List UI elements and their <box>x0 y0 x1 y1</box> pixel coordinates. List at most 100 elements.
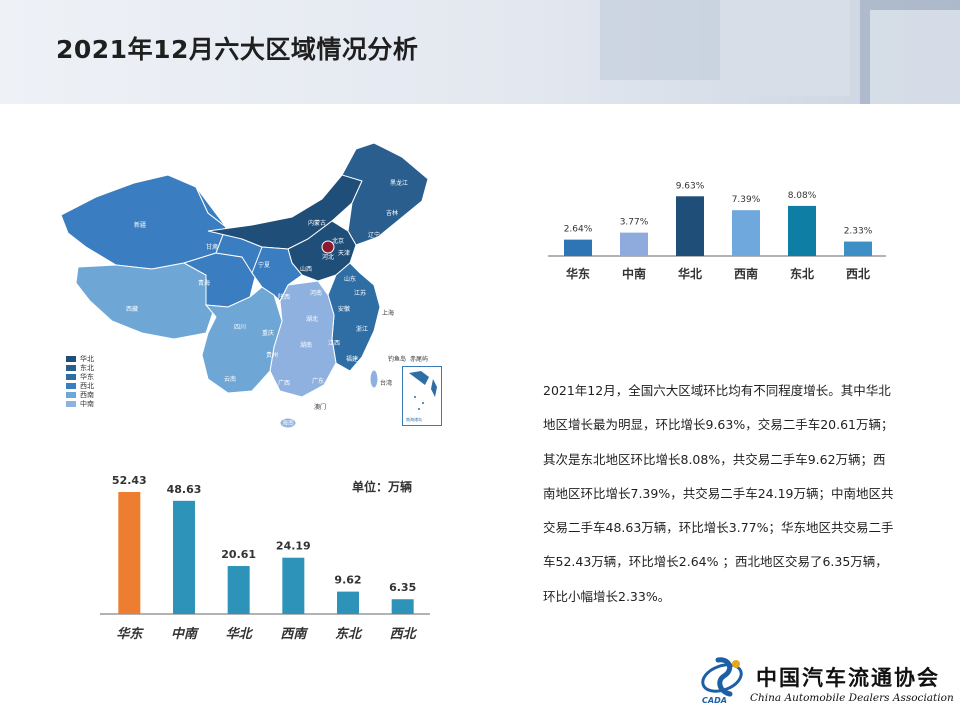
map-legend: 华北 东北 华东 西北 西南 中南 <box>66 354 94 408</box>
data-label: 2.64% <box>564 225 593 235</box>
map-region-northwest-east <box>251 246 303 302</box>
map-region-tibet <box>75 262 217 340</box>
analysis-line: 地区增长最为明显，环比增长9.63%，交易二手车20.61万辆； <box>543 417 894 433</box>
bar <box>282 557 305 614</box>
map-label-inner-mongolia: 内蒙古 <box>308 219 326 227</box>
bar <box>732 210 760 256</box>
map-label-zhejiang: 浙江 <box>356 325 368 333</box>
legend-item: 华东 <box>66 372 94 381</box>
map-label-guangxi: 广西 <box>278 379 290 387</box>
unit-label: 单位：万辆 <box>352 480 413 494</box>
map-label-diaoyu: 钓鱼岛 <box>388 355 406 363</box>
category-label: 东北 <box>790 266 814 281</box>
legend-item: 华北 <box>66 354 94 363</box>
map-label-jiangxi: 江西 <box>328 340 340 347</box>
bar <box>337 591 359 614</box>
analysis-line: 南地区环比增长7.39%，共交易二手车24.19万辆；中南地区共 <box>543 485 894 501</box>
legend-item: 西北 <box>66 381 94 390</box>
map-label-chongqing: 重庆 <box>262 329 274 337</box>
map-marker-beijing <box>321 240 335 254</box>
page-title: 2021年12月六大区域情况分析 <box>56 35 419 64</box>
map-label-heilongjiang: 黑龙江 <box>390 179 408 187</box>
bar <box>173 500 195 614</box>
logo-name-en: China Automobile Dealers Association <box>750 692 954 704</box>
map-label-fujian: 福建 <box>346 355 358 363</box>
analysis-line: 环比小幅增长2.33%。 <box>543 588 671 604</box>
bar <box>227 566 250 614</box>
category-label: 西南 <box>734 266 758 281</box>
analysis-line: 车52.43万辆，环比增长2.64% ；西北地区交易了6.35万辆， <box>543 554 888 570</box>
data-label: 52.43 <box>112 474 147 487</box>
map-label-shaanxi: 陕西 <box>278 293 290 301</box>
bar <box>676 196 704 256</box>
category-label: 华北 <box>226 626 254 642</box>
map-label-gansu: 甘肃 <box>206 243 218 251</box>
map-label-guizhou: 贵州 <box>266 351 278 359</box>
map-label-anhui: 安徽 <box>338 305 350 313</box>
map-label-tianjin: 天津 <box>338 250 350 257</box>
bar <box>620 232 648 256</box>
bar <box>391 599 414 614</box>
map-label-shanxi: 山西 <box>300 265 312 273</box>
bar <box>118 491 141 614</box>
map-label-hubei: 湖北 <box>306 315 318 323</box>
data-label: 2.33% <box>844 227 873 237</box>
map-label-henan: 河南 <box>310 289 322 297</box>
category-label: 东北 <box>335 626 363 642</box>
map-label-yunnan: 云南 <box>224 375 236 383</box>
category-label: 华东 <box>116 626 144 642</box>
inset-label: 南海诸岛 <box>406 417 422 422</box>
bar <box>844 241 872 256</box>
map-label-shandong: 山东 <box>344 275 356 283</box>
south-china-sea-inset: 南海诸岛 <box>402 366 442 426</box>
category-label: 华东 <box>566 266 590 281</box>
map-label-guangdong: 广东 <box>312 377 324 385</box>
category-label: 中南 <box>171 626 199 642</box>
logo-name-cn: 中国汽车流通协会 <box>756 665 940 690</box>
map-label-jiangsu: 江苏 <box>354 289 366 297</box>
category-label: 中南 <box>622 266 646 281</box>
data-label: 24.19 <box>276 540 311 553</box>
logo-abbreviation: CADA <box>702 696 727 705</box>
data-label: 6.35 <box>389 581 416 594</box>
data-label: 48.63 <box>167 483 202 496</box>
legend-item: 西南 <box>66 390 94 399</box>
analysis-text: 2021年12月，全国六大区域环比均有不同程度增长。其中华北 地区增长最为明显，… <box>543 374 915 614</box>
volume-bar-chart: 52.43 华东 48.63 中南 20.61 华北 24.19 西南 9.62 东北 6.35 西北 <box>100 474 430 642</box>
data-label: 9.62 <box>334 574 361 587</box>
map-label-beijing: 北京 <box>332 237 344 245</box>
cada-logo-icon <box>701 657 743 697</box>
map-region-southwest <box>201 286 283 394</box>
map-label-hunan: 湖南 <box>300 341 312 349</box>
map-label-liaoning: 辽宁 <box>368 231 380 239</box>
legend-item: 中南 <box>66 399 94 408</box>
map-label-sichuan: 四川 <box>234 324 246 331</box>
data-label: 3.77% <box>620 218 649 228</box>
bar <box>564 239 592 256</box>
map-label-macau: 澳门 <box>314 403 326 411</box>
bar <box>788 205 816 256</box>
analysis-line: 2021年12月，全国六大区域环比均有不同程度增长。其中华北 <box>543 383 891 398</box>
growth-rate-bar-chart: 2.64% 华东 3.77% 中南 9.63% 华北 7.39% 西南 8.08% 东北 2.33%… <box>548 181 886 281</box>
analysis-line: 其次是东北地区环比增长8.08%，共交易二手车9.62万辆；西 <box>543 451 886 467</box>
inset-islands <box>409 371 437 410</box>
map-label-hebei: 河北 <box>322 253 334 261</box>
cada-logo: CADA 中国汽车流通协会 China Automobile Dealers A… <box>694 652 954 714</box>
category-label: 华北 <box>678 266 702 281</box>
data-label: 9.63% <box>676 181 705 191</box>
map-label-shanghai: 上海 <box>382 309 394 317</box>
data-label: 7.39% <box>732 195 761 205</box>
category-label: 西北 <box>846 266 870 281</box>
map-label-taiwan: 台湾 <box>380 379 392 387</box>
map-label-chiwei: 赤尾屿 <box>410 355 428 363</box>
map-region-hainan <box>279 417 297 429</box>
map-label-qinghai: 青海 <box>198 279 210 287</box>
category-label: 西南 <box>280 626 308 642</box>
category-label: 西北 <box>390 627 418 642</box>
header-band: 2021年12月六大区域情况分析 <box>0 0 960 104</box>
map-label-jilin: 吉林 <box>386 209 398 217</box>
map-region-taiwan <box>369 369 379 389</box>
analysis-line: 交易二手车48.63万辆，环比增长3.77%；华东地区共交易二手 <box>543 520 894 536</box>
map-label-hainan: 海南 <box>282 419 294 427</box>
map-label-ningxia: 宁夏 <box>258 261 270 269</box>
